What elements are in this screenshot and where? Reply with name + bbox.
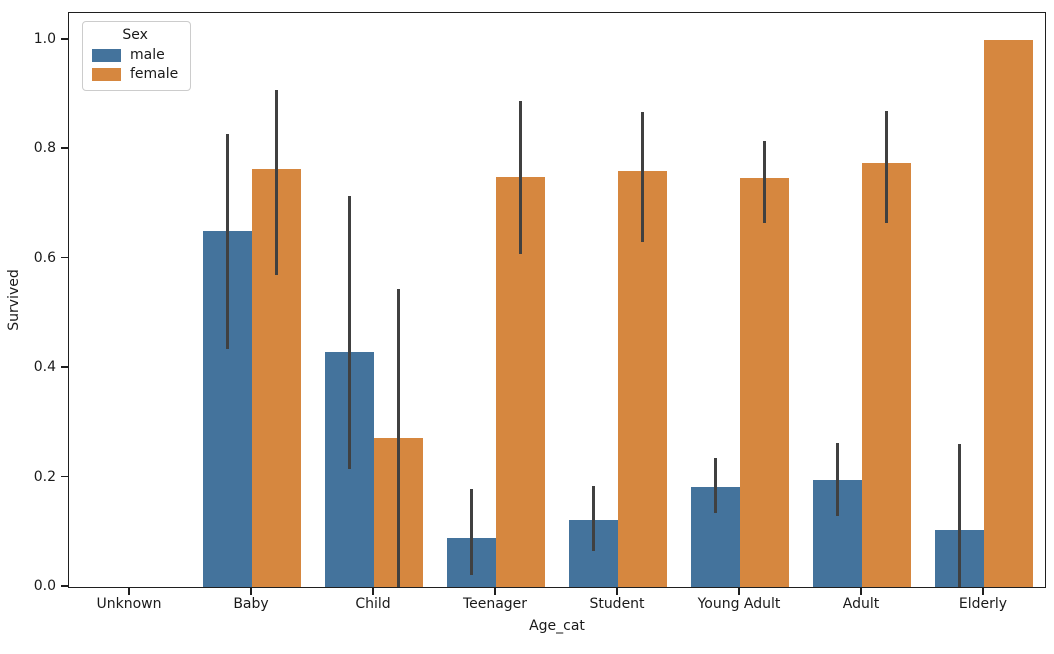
errorbar-female-baby xyxy=(274,90,279,276)
legend-label-female: female xyxy=(130,66,179,82)
errorbar-male-student xyxy=(591,485,596,552)
y-tick-mark xyxy=(61,475,68,478)
x-tick-mark xyxy=(738,588,740,595)
y-tick-label-1.0: 1.0 xyxy=(33,30,56,47)
y-tick-label-0.0: 0.0 xyxy=(33,578,56,594)
errorbar-male-teenager xyxy=(469,488,474,575)
bar-female-adult xyxy=(862,162,911,587)
x-tick-mark xyxy=(616,588,618,595)
plot-area: Sex male female xyxy=(68,12,1046,588)
x-tick-mark xyxy=(250,588,252,595)
male-color-swatch xyxy=(92,48,121,62)
errorbar-female-student xyxy=(640,112,645,243)
errorbar-female-young-adult xyxy=(762,141,767,224)
x-axis: Unknown Baby Child Teenager Student Young Adu… xyxy=(68,588,1046,622)
errorbar-male-elderly xyxy=(957,443,962,587)
x-axis-label: Age_cat xyxy=(529,618,585,634)
y-tick-mark xyxy=(61,256,68,259)
x-tick-label-adult: Adult xyxy=(842,596,880,612)
y-tick-mark xyxy=(61,147,68,149)
y-axis: 0.0 0.2 0.4 0.6 0.8 1.0 xyxy=(0,12,68,594)
bar-female-young-adult xyxy=(740,177,789,587)
y-tick-label-0.6: 0.6 xyxy=(33,249,56,266)
x-tick-mark xyxy=(860,588,862,595)
y-tick-label-0.4: 0.4 xyxy=(33,359,56,376)
x-tick-mark xyxy=(128,588,130,595)
x-tick-label-unknown: Unknown xyxy=(96,596,162,612)
y-tick-label-0.2: 0.2 xyxy=(33,468,56,485)
errorbar-male-adult xyxy=(835,442,840,516)
y-tick-label-0.8: 0.8 xyxy=(33,140,56,157)
x-tick-mark xyxy=(372,588,374,595)
legend-title: Sex xyxy=(122,27,148,43)
errorbar-male-young-adult xyxy=(713,458,718,514)
errorbar-female-child xyxy=(396,288,401,587)
female-color-swatch xyxy=(92,67,121,81)
x-tick-label-teenager: Teenager xyxy=(462,596,528,612)
x-tick-label-student: Student xyxy=(589,596,645,612)
errorbar-female-adult xyxy=(884,110,889,224)
x-tick-label-baby: Baby xyxy=(233,596,269,612)
legend: Sex male female xyxy=(82,21,192,91)
y-tick-mark xyxy=(61,366,68,368)
y-tick-mark xyxy=(61,585,68,587)
x-tick-mark xyxy=(494,588,496,595)
errorbar-male-baby xyxy=(225,133,230,349)
legend-entry-female: female xyxy=(92,66,178,82)
errorbar-male-child xyxy=(347,195,352,470)
legend-entry-male: male xyxy=(92,47,178,63)
x-tick-label-elderly: Elderly xyxy=(958,596,1008,612)
errorbar-female-teenager xyxy=(518,101,523,255)
bar-female-elderly xyxy=(984,39,1033,587)
legend-label-male: male xyxy=(130,47,165,63)
x-tick-label-child: Child xyxy=(355,596,391,612)
x-tick-mark xyxy=(982,588,984,595)
y-tick-mark xyxy=(61,38,68,40)
x-tick-label-young-adult: Young Adult xyxy=(697,596,781,612)
